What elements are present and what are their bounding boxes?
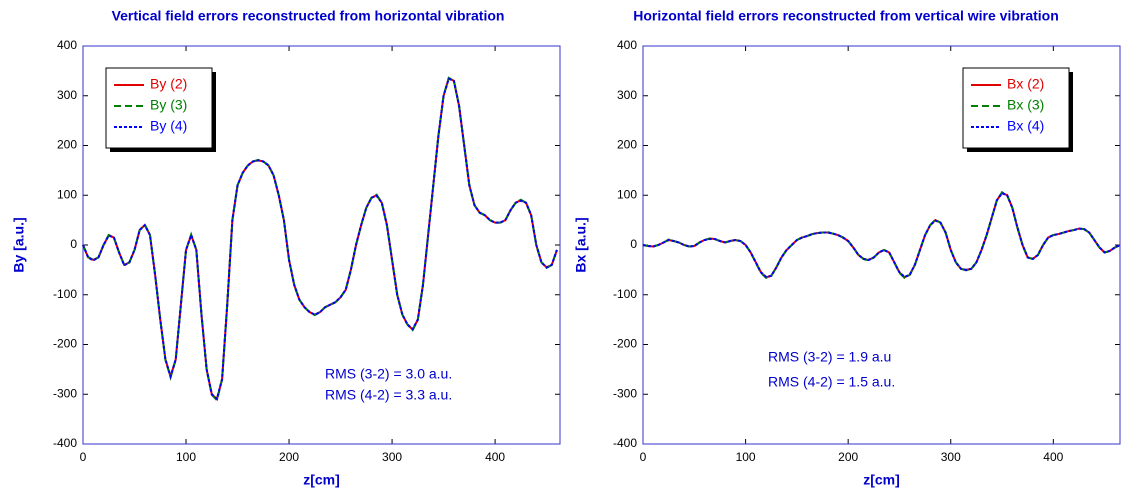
y-tick-label: 300 [617, 88, 637, 102]
y-tick-label: 200 [617, 138, 637, 152]
annotation: RMS (4-2) = 3.3 a.u. [325, 387, 452, 403]
y-tick-label: -200 [53, 337, 77, 351]
x-tick-label: 100 [736, 450, 756, 464]
x-axis-label: z[cm] [863, 472, 900, 488]
y-tick-label: -100 [613, 287, 637, 301]
y-tick-label: 300 [57, 88, 77, 102]
y-axis-label: Bx [a.u.] [573, 217, 589, 272]
legend-label: Bx (4) [1007, 118, 1044, 134]
x-tick-label: 300 [382, 450, 402, 464]
y-tick-label: 100 [617, 187, 637, 201]
x-tick-label: 200 [838, 450, 858, 464]
annotation: RMS (3-2) = 1.9 a.u [768, 349, 891, 365]
x-tick-label: 400 [1043, 450, 1063, 464]
chart-title: Horizontal field errors reconstructed fr… [633, 8, 1059, 24]
y-tick-label: -300 [53, 386, 77, 400]
y-tick-label: 400 [57, 38, 77, 52]
y-tick-label: 0 [70, 237, 77, 251]
y-tick-label: -300 [613, 386, 637, 400]
y-tick-label: -100 [53, 287, 77, 301]
legend-label: By (4) [150, 118, 187, 134]
y-tick-label: -400 [53, 436, 77, 450]
x-axis-label: z[cm] [303, 472, 340, 488]
y-tick-label: 0 [630, 237, 637, 251]
legend-box [962, 67, 1070, 149]
y-tick-label: -400 [613, 436, 637, 450]
x-tick-label: 100 [176, 450, 196, 464]
annotation: RMS (3-2) = 3.0 a.u. [325, 366, 452, 382]
legend-label: Bx (2) [1007, 76, 1044, 92]
data-line [642, 192, 1121, 278]
y-axis-label: By [a.u.] [11, 217, 27, 272]
x-tick-label: 400 [485, 450, 505, 464]
y-tick-label: 200 [57, 138, 77, 152]
data-line [82, 77, 558, 401]
data-line [642, 191, 1121, 279]
data-line [642, 190, 1121, 280]
legend-box [105, 67, 213, 149]
annotation: RMS (4-2) = 1.5 a.u. [768, 374, 895, 390]
legend-label: By (2) [150, 76, 187, 92]
x-tick-label: 0 [640, 450, 647, 464]
legend-label: By (3) [150, 97, 187, 113]
legend-label: Bx (3) [1007, 97, 1044, 113]
x-tick-label: 300 [941, 450, 961, 464]
y-tick-label: 400 [617, 38, 637, 52]
x-tick-label: 200 [279, 450, 299, 464]
chart-title: Vertical field errors reconstructed from… [112, 8, 505, 24]
x-tick-label: 0 [80, 450, 87, 464]
y-tick-label: -200 [613, 337, 637, 351]
y-tick-label: 100 [57, 187, 77, 201]
